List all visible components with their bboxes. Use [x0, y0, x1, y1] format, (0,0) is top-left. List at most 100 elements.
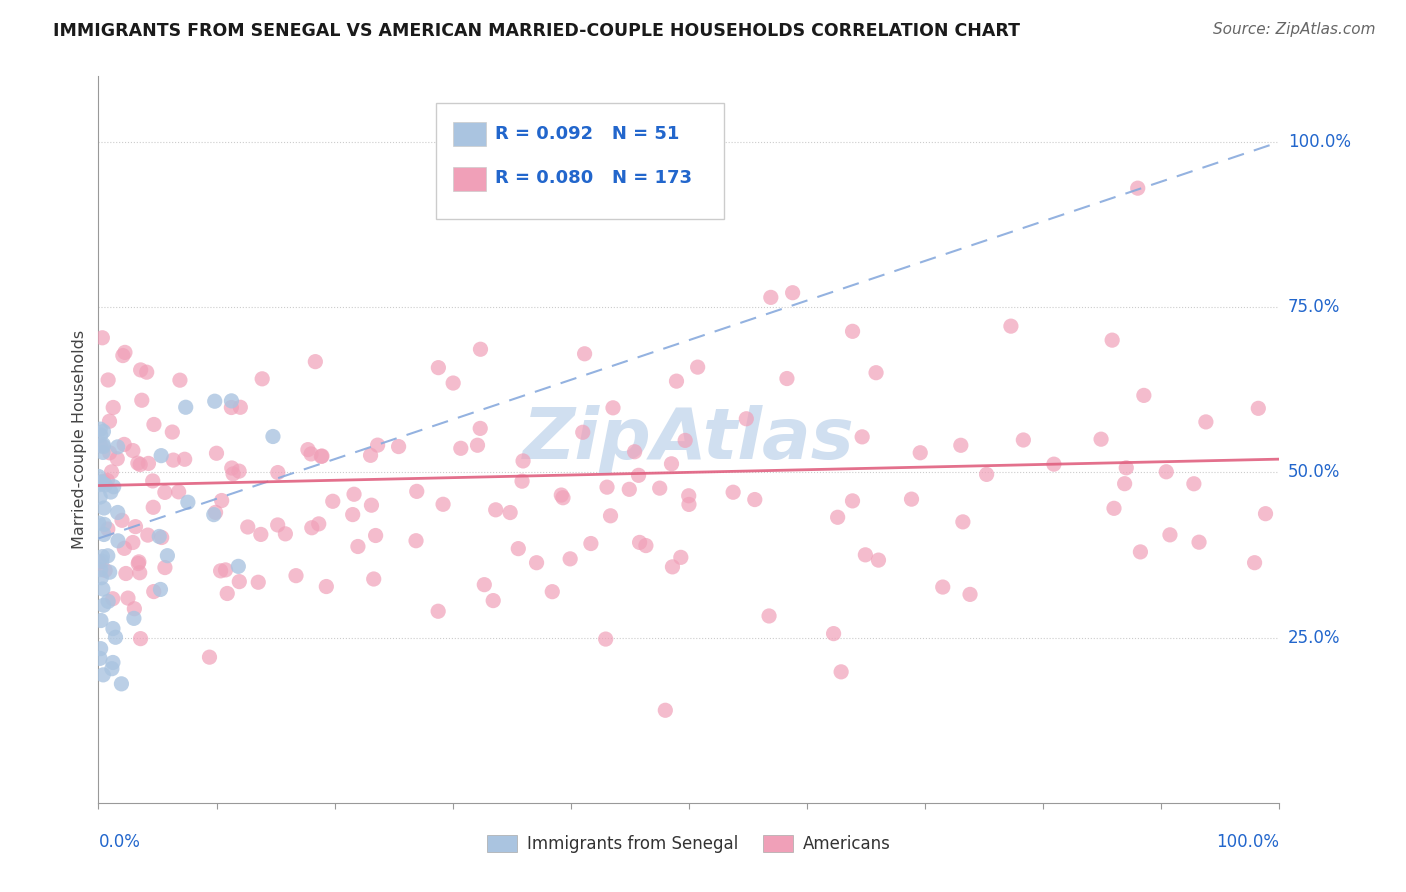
Point: [648, 481, 671, 495]
Point: [250, 527, 273, 541]
Point: [142, 500, 165, 515]
Point: [169, 373, 191, 387]
Point: [405, 533, 427, 548]
Point: [482, 593, 505, 607]
Point: [93, 425, 115, 439]
Point: [156, 549, 179, 563]
Point: [247, 575, 270, 590]
Point: [97, 549, 120, 563]
Point: [129, 632, 152, 646]
Point: [101, 591, 124, 606]
Point: [654, 703, 676, 717]
Point: [167, 484, 190, 499]
Point: [96, 474, 118, 488]
Text: R = 0.080   N = 173: R = 0.080 N = 173: [495, 169, 692, 187]
Point: [1254, 507, 1277, 521]
Point: [127, 456, 149, 470]
Point: [162, 453, 184, 467]
Point: [90, 476, 112, 491]
Point: [900, 492, 922, 507]
Point: [221, 401, 243, 415]
Point: [138, 457, 160, 471]
Point: [1133, 388, 1156, 402]
Point: [1188, 535, 1211, 549]
Point: [952, 515, 974, 529]
Point: [98, 446, 121, 460]
Point: [97, 373, 120, 387]
Point: [198, 650, 221, 665]
Point: [595, 632, 617, 646]
Point: [91, 474, 114, 488]
Point: [627, 468, 650, 483]
Point: [90, 571, 112, 585]
Point: [98, 414, 121, 428]
Point: [214, 563, 236, 577]
Point: [91, 549, 114, 564]
Point: [117, 591, 139, 606]
Text: 0.0%: 0.0%: [98, 833, 141, 851]
Point: [114, 345, 136, 359]
Point: [665, 374, 688, 388]
Point: [634, 539, 657, 553]
Point: [841, 324, 863, 338]
Text: 25.0%: 25.0%: [1288, 629, 1340, 647]
Point: [101, 622, 124, 636]
Point: [91, 331, 114, 345]
Point: [1101, 333, 1123, 347]
Point: [274, 526, 297, 541]
Point: [304, 354, 326, 368]
Point: [97, 522, 120, 536]
Point: [599, 508, 621, 523]
Point: [1115, 460, 1137, 475]
Point: [150, 449, 173, 463]
Point: [87, 469, 110, 483]
Text: 75.0%: 75.0%: [1288, 298, 1340, 316]
Point: [89, 422, 111, 436]
Point: [142, 474, 165, 488]
Point: [129, 363, 152, 377]
Point: [228, 464, 250, 478]
Point: [579, 536, 602, 550]
Point: [744, 492, 766, 507]
Point: [908, 446, 931, 460]
Point: [101, 662, 124, 676]
Point: [93, 598, 115, 612]
Point: [526, 556, 548, 570]
Point: [236, 520, 259, 534]
Y-axis label: Married-couple Households: Married-couple Households: [72, 330, 87, 549]
Point: [347, 540, 370, 554]
Text: 100.0%: 100.0%: [1216, 833, 1279, 851]
Point: [174, 401, 197, 415]
Point: [142, 584, 165, 599]
Point: [262, 429, 284, 443]
Point: [363, 572, 385, 586]
Point: [90, 614, 112, 628]
Point: [949, 438, 972, 452]
Point: [1247, 401, 1270, 416]
Point: [758, 609, 780, 624]
Point: [110, 677, 132, 691]
Point: [367, 438, 389, 452]
Point: [209, 564, 232, 578]
Point: [499, 506, 522, 520]
Point: [101, 656, 124, 670]
Point: [976, 467, 998, 482]
Point: [574, 347, 596, 361]
Point: [124, 601, 146, 615]
Point: [550, 488, 572, 502]
Point: [90, 439, 112, 453]
Point: [129, 458, 152, 472]
Text: 100.0%: 100.0%: [1288, 133, 1351, 151]
Point: [669, 550, 692, 565]
Point: [103, 401, 125, 415]
Point: [128, 555, 150, 569]
Point: [1195, 415, 1218, 429]
Point: [827, 510, 849, 524]
Point: [360, 448, 382, 462]
Legend: Immigrants from Senegal, Americans: Immigrants from Senegal, Americans: [481, 829, 897, 860]
Point: [204, 505, 226, 519]
Point: [868, 553, 890, 567]
Point: [932, 580, 955, 594]
Point: [103, 480, 125, 494]
Point: [541, 584, 564, 599]
